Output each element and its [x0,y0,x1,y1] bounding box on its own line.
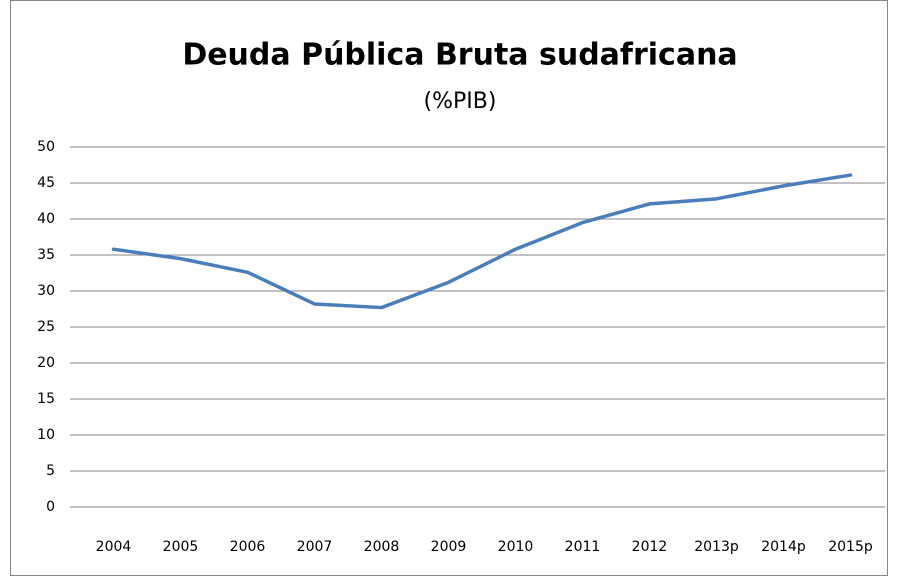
data-line [111,173,853,310]
chart-subtitle: (%PIB) [424,89,497,114]
y-tick-label: 5 [46,463,55,479]
x-tick-label: 2004 [96,539,132,555]
x-tick-label: 2014p [761,539,806,555]
y-tick-label: 20 [37,355,55,371]
y-tick-label: 30 [37,283,55,299]
y-tick-label: 40 [37,211,55,227]
y-tick-label: 50 [37,139,55,155]
y-tick-label: 25 [37,319,55,335]
y-tick-label: 10 [37,427,55,443]
y-tick-label: 45 [37,175,55,191]
x-tick-label: 2013p [694,539,739,555]
chart-title: Deuda Pública Bruta sudafricana [182,38,737,73]
x-tick-label: 2012 [632,539,668,555]
x-tick-label: 2015p [828,539,873,555]
x-tick-label: 2005 [163,539,199,555]
x-tick-label: 2011 [565,539,601,555]
chart-border [10,0,888,576]
x-tick-label: 2010 [498,539,534,555]
x-tick-label: 2009 [431,539,467,555]
x-tick-label: 2006 [230,539,266,555]
y-tick-label: 15 [37,391,55,407]
x-tick-label: 2007 [297,539,333,555]
y-tick-label: 0 [46,499,55,515]
x-tick-label: 2008 [364,539,400,555]
y-tick-label: 35 [37,247,55,263]
